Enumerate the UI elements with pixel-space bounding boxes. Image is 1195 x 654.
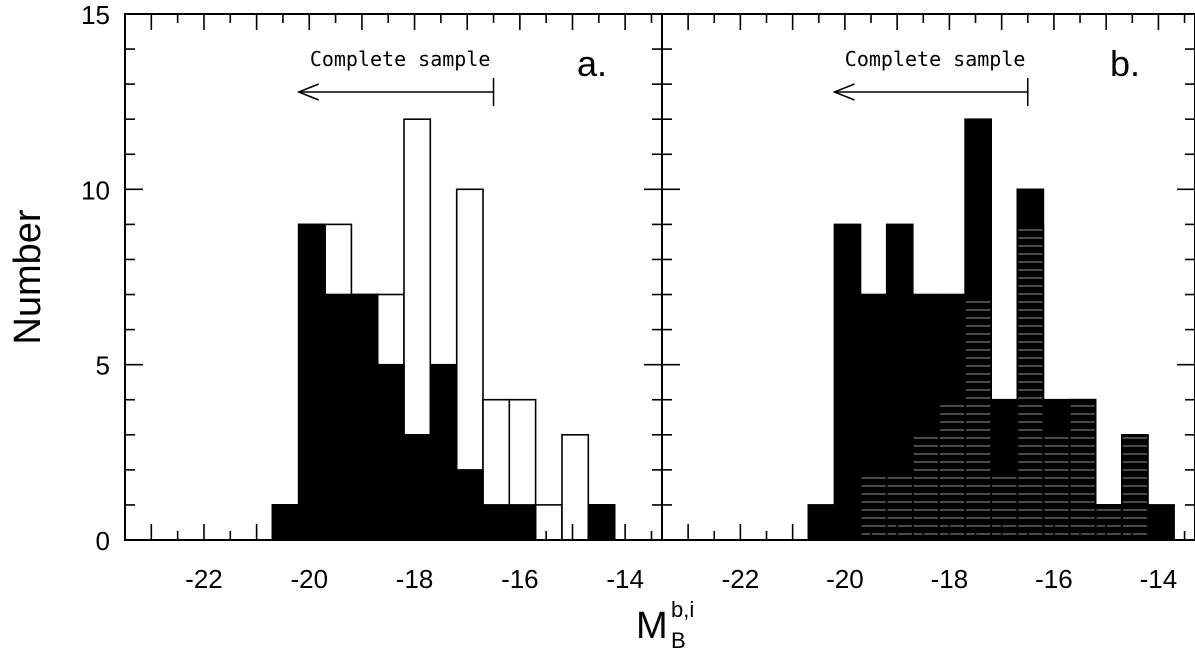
x-tick-label: -16 (1035, 564, 1073, 594)
y-tick-label: 15 (81, 0, 110, 30)
filled-bar (350, 293, 379, 541)
filled-bar (297, 223, 326, 541)
x-tick-label: -20 (826, 564, 864, 594)
filled-bar (508, 504, 537, 541)
y-tick-label: 5 (96, 351, 110, 381)
filled-bar (990, 398, 1019, 541)
filled-bar (964, 118, 992, 541)
annotation-arrow-head (832, 83, 855, 101)
x-tick-label: -22 (185, 564, 223, 594)
panel-label: b. (1110, 43, 1140, 84)
filled-bar (885, 223, 914, 541)
filled-bar (911, 293, 940, 541)
annotation-text: Complete sample (845, 47, 1026, 71)
filled-bar (403, 433, 432, 541)
filled-bar (807, 504, 836, 541)
filled-bar (324, 293, 353, 541)
x-axis-title-subscript: B (671, 628, 686, 653)
x-tick-label: -18 (396, 564, 434, 594)
filled-bar (1121, 433, 1149, 541)
filled-bar (938, 293, 966, 541)
panel-label: a. (577, 43, 607, 84)
annotation-arrow-head (296, 83, 320, 101)
x-tick-label: -14 (1140, 564, 1178, 594)
open-bar (561, 433, 590, 541)
filled-bar (587, 504, 616, 541)
filled-bar (271, 504, 300, 541)
x-axis-title-superscript: b,i (671, 597, 694, 622)
filled-bar (455, 469, 484, 541)
x-tick-label: -22 (722, 564, 760, 594)
open-bar (534, 504, 563, 541)
y-tick-label: 10 (81, 175, 110, 205)
x-tick-label: -20 (290, 564, 328, 594)
panel-frame (661, 13, 1195, 541)
x-tick-label: -16 (501, 564, 539, 594)
y-tick-label: 0 (96, 526, 110, 556)
filled-bar (859, 293, 888, 541)
x-axis-title: M (636, 605, 668, 647)
y-axis-title: Number (7, 209, 49, 344)
filled-bar (1016, 188, 1045, 541)
panel-b: -22 -20 -18 -16 -14 Complete sample b. (661, 13, 1195, 594)
filled-bar (833, 223, 862, 541)
filled-bar (1147, 504, 1175, 541)
panel-a: -22 -20 -18 -16 -14 Complete sample a. (124, 13, 663, 594)
x-tick-label: -18 (931, 564, 969, 594)
filled-bar (376, 363, 405, 541)
filled-bar (482, 504, 511, 541)
annotation-text: Complete sample (310, 47, 491, 71)
filled-bar (429, 363, 458, 541)
x-tick-label: -14 (606, 564, 644, 594)
